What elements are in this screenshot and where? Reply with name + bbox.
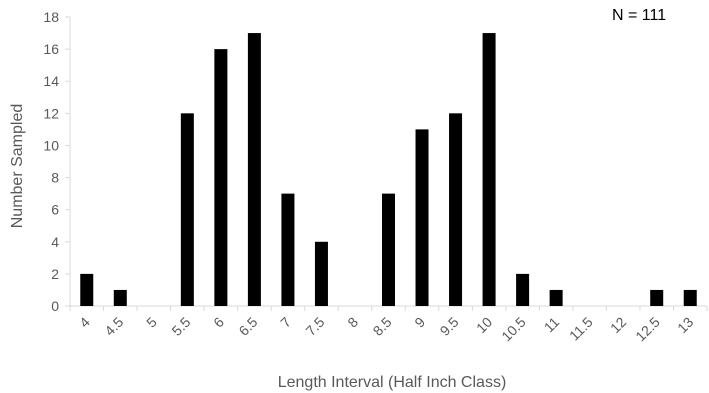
y-tick-label: 10 [43, 137, 59, 153]
x-tick-label: 10 [473, 314, 495, 336]
bar-9 [415, 129, 429, 306]
y-tick-label: 2 [51, 266, 59, 282]
x-tick-label: 8 [344, 314, 361, 331]
x-tick-label: 7.5 [302, 314, 327, 339]
x-axis: 4 4.5 5 5.5 6 6.5 7 7.5 8 8.5 9 9.5 10 10.5 11 11.5 12 12… [69, 305, 708, 345]
y-tick-label: 6 [51, 202, 59, 218]
x-tick-label: 12.5 [632, 314, 663, 345]
x-tick-label: 5 [143, 314, 160, 331]
x-tick-label: 8.5 [370, 314, 395, 339]
bar-4 [80, 273, 94, 306]
y-tick-label: 18 [43, 9, 59, 25]
bars [80, 33, 697, 307]
y-tick-label: 0 [51, 298, 59, 314]
bar-7.5 [314, 241, 328, 306]
x-tick-label: 6 [210, 314, 227, 331]
bar-12.5 [650, 289, 664, 306]
bar-13 [683, 289, 697, 306]
annotation-n: N = 111 [612, 7, 666, 24]
x-axis-title: Length Interval (Half Inch Class) [278, 374, 507, 391]
y-tick-label: 8 [51, 170, 59, 186]
bar-4.5 [113, 289, 127, 306]
x-tick-label: 12 [607, 314, 629, 336]
y-tick-label: 12 [43, 105, 59, 121]
bar-6 [214, 49, 228, 306]
x-tick-label: 6.5 [235, 314, 260, 339]
bar-8.5 [382, 193, 395, 306]
y-tick-label: 14 [43, 73, 59, 89]
x-tick-label: 5.5 [168, 314, 193, 339]
y-axis-title: Number Sampled [9, 104, 26, 229]
x-tick-label: 4 [76, 314, 93, 331]
x-tick-label: 10.5 [498, 314, 529, 345]
x-tick-label: 11 [541, 314, 563, 336]
y-tick-label: 16 [43, 41, 59, 57]
x-tick-label: 11.5 [566, 314, 596, 344]
x-tick-label: 9.5 [437, 314, 462, 339]
bar-10.5 [516, 273, 530, 306]
bar-7 [281, 193, 295, 306]
y-tick-label: 4 [51, 234, 59, 250]
bar-11 [549, 289, 563, 306]
bar-6.5 [247, 33, 261, 307]
x-tick-label: 4.5 [101, 314, 126, 339]
bar-10 [482, 33, 496, 307]
bar-5.5 [180, 113, 194, 306]
x-tick-label: 13 [674, 314, 696, 336]
x-tick-label: 7 [277, 314, 294, 331]
x-tick-label: 9 [411, 314, 428, 331]
y-axis: 0 2 4 6 8 10 12 14 16 18 [43, 9, 71, 314]
bar-9.5 [449, 113, 463, 306]
